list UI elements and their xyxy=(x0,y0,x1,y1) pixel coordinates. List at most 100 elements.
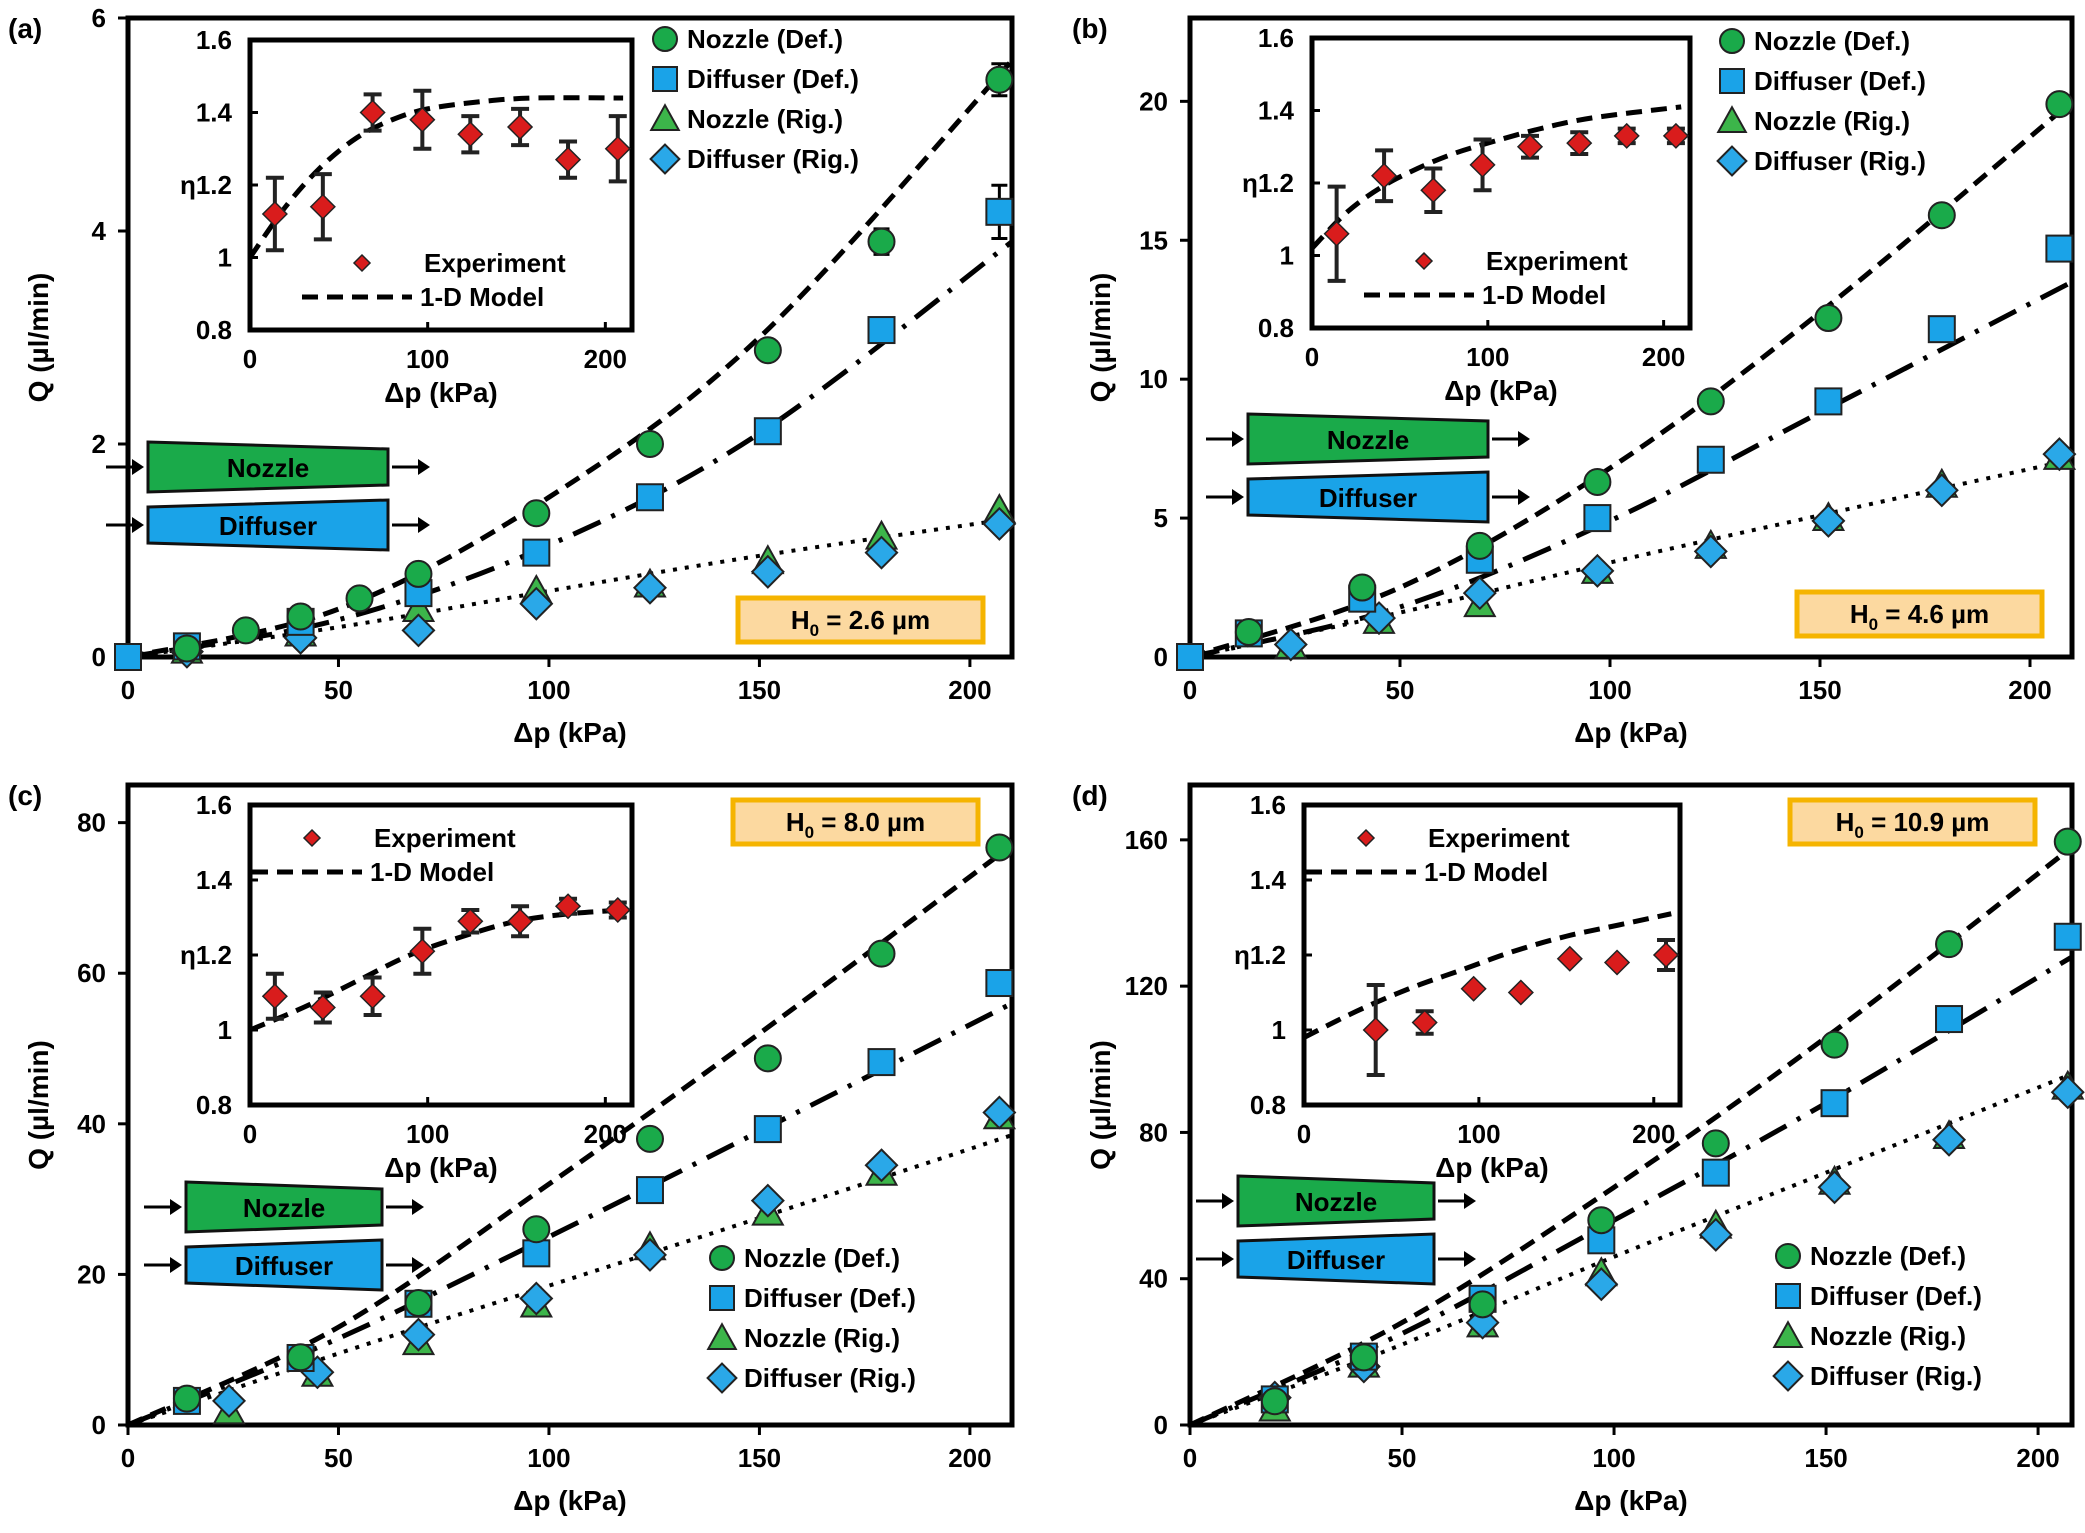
schematic-nozzle-shape xyxy=(1246,412,1490,466)
y-tick-label: 5 xyxy=(1154,503,1168,533)
flow-arrow-out-head xyxy=(1518,489,1530,505)
point-diffuser_def xyxy=(1935,1005,1964,1034)
inset-x-tick-label: 200 xyxy=(584,1119,627,1149)
legend: Nozzle (Def.) Diffuser (Def.) Nozzle (Rig.… xyxy=(1716,26,1926,177)
point-nozzle_def xyxy=(345,584,374,613)
inset-point-experiment xyxy=(1411,1009,1438,1036)
y-tick-label: 120 xyxy=(1125,971,1168,1001)
inset-x-axis-title: Δp (kPa) xyxy=(1435,1152,1548,1183)
inset-y-tick-label: 1.6 xyxy=(196,25,232,55)
inset-x-tick-label: 100 xyxy=(1466,342,1509,372)
schematic-diffuser-shape xyxy=(184,1238,384,1292)
inset-y-tick-label: 0.8 xyxy=(196,1090,232,1120)
h0-badge-box xyxy=(1787,797,2038,847)
point-diffuser_rig xyxy=(750,1183,785,1218)
inset-y-tick-label: 1.4 xyxy=(196,865,233,895)
schematic-diffuser: Diffuser xyxy=(106,498,430,552)
schematic-nozzle-shape xyxy=(184,1180,384,1234)
flow-arrow-out-head xyxy=(1464,1193,1476,1209)
legend-marker-nozzle_def xyxy=(652,26,678,52)
inset-point-experiment xyxy=(1323,220,1350,247)
legend-label-diffuser_rig: Diffuser (Rig.) xyxy=(744,1363,916,1393)
legend-marker-diffuser_def xyxy=(652,66,678,92)
inset-x-axis-title: Δp (kPa) xyxy=(384,1152,497,1183)
y-tick-label: 20 xyxy=(77,1259,106,1289)
x-tick-label: 0 xyxy=(121,1443,135,1473)
point-diffuser_def xyxy=(114,643,142,671)
legend-marker-nozzle_def xyxy=(1775,1243,1801,1269)
inset-point-experiment xyxy=(1420,177,1447,204)
point-diffuser_def xyxy=(522,538,551,567)
inset-legend-model: 1-D Model xyxy=(1424,857,1548,887)
h0-subscript: 0 xyxy=(805,823,814,842)
inset-point-experiment xyxy=(604,135,631,162)
inset: 0 100 200 0.8 1 η1.2 1.4 1.6 Δp (kPa) Experiment 1… xyxy=(1242,23,1693,406)
legend-label-nozzle_def: Nozzle (Def.) xyxy=(1810,1241,1966,1271)
legend-label-nozzle_rig: Nozzle (Rig.) xyxy=(1754,106,1910,136)
inset-y-tick-label: 0.8 xyxy=(196,315,232,345)
point-nozzle_def xyxy=(1587,1206,1616,1235)
legend-label-nozzle_def: Nozzle (Def.) xyxy=(744,1243,900,1273)
fit-line-nozzle_def xyxy=(1189,99,2074,660)
inset-x-tick-label: 200 xyxy=(1642,342,1685,372)
inset-point-experiment xyxy=(554,893,582,920)
point-diffuser_rig xyxy=(1698,1217,1733,1252)
point-diffuser_def xyxy=(1814,387,1843,416)
inset-point-experiment xyxy=(1613,122,1640,149)
legend-marker-diffuser_rig xyxy=(706,1362,738,1394)
x-tick-label: 0 xyxy=(121,675,135,705)
inset-point-experiment xyxy=(1556,945,1583,972)
inset-x-tick-label: 200 xyxy=(1632,1119,1675,1149)
legend-marker-diffuser_def xyxy=(1719,68,1745,94)
h0-subscript: 0 xyxy=(1854,823,1863,842)
fit-line-rig xyxy=(127,1133,1013,1427)
point-nozzle_def xyxy=(867,939,896,968)
h0-badge: H0 = 2.6 µm xyxy=(735,595,986,645)
inset-point-experiment xyxy=(309,193,336,220)
point-nozzle_def xyxy=(1927,201,1956,230)
x-tick-label: 50 xyxy=(1388,1443,1417,1473)
legend-label-diffuser_rig: Diffuser (Rig.) xyxy=(687,144,859,174)
point-diffuser_rig xyxy=(2050,1075,2085,1110)
point-nozzle_def xyxy=(231,616,260,645)
h0-value: = 2.6 µm xyxy=(819,605,930,635)
h0-badge-box xyxy=(730,797,981,847)
y-tick-label: 80 xyxy=(1139,1117,1168,1147)
x-tick-label: 100 xyxy=(1588,675,1631,705)
x-tick-label: 50 xyxy=(324,675,353,705)
legend-marker-diffuser_rig xyxy=(649,143,681,175)
point-diffuser_rig xyxy=(1811,503,1846,538)
point-nozzle_def xyxy=(172,1384,201,1413)
h0-badge: H0 = 4.6 µm xyxy=(1794,589,2045,639)
inset-model-line xyxy=(247,95,624,259)
inset-point-experiment xyxy=(261,200,288,228)
point-diffuser_rig xyxy=(750,554,785,589)
h0-symbol: H xyxy=(1836,807,1855,837)
point-diffuser_def xyxy=(1696,445,1725,474)
y-tick-label: 40 xyxy=(77,1109,106,1139)
legend-marker-nozzle_rig xyxy=(649,103,681,132)
x-tick-label: 150 xyxy=(1798,675,1841,705)
point-diffuser_def xyxy=(1176,643,1204,671)
y-tick-label: 15 xyxy=(1139,225,1168,255)
inset-point-experiment xyxy=(604,896,631,924)
y-axis-title: Q (µl/min) xyxy=(23,1040,54,1170)
point-nozzle_def xyxy=(1701,1129,1730,1158)
legend-label-nozzle_rig: Nozzle (Rig.) xyxy=(744,1323,900,1353)
point-diffuser_rig xyxy=(1693,534,1728,569)
inset-point-experiment xyxy=(507,908,534,935)
h0-badge: H0 = 8.0 µm xyxy=(730,797,981,847)
inset-point-experiment xyxy=(1652,941,1680,969)
y-tick-label: 0 xyxy=(1154,1410,1168,1440)
legend-label-nozzle_rig: Nozzle (Rig.) xyxy=(687,104,843,134)
legend-marker-nozzle_def xyxy=(709,1245,735,1271)
inset-y-tick-label: 1.6 xyxy=(196,790,232,820)
inset-x-tick-label: 0 xyxy=(1297,1119,1311,1149)
point-diffuser_def xyxy=(2045,234,2074,263)
x-tick-label: 0 xyxy=(1183,1443,1197,1473)
fit-line-nozzle_def xyxy=(1188,845,2074,1428)
legend-label-nozzle_def: Nozzle (Def.) xyxy=(1754,26,1910,56)
y-tick-label: 0 xyxy=(92,642,106,672)
panel-label: (b) xyxy=(1072,13,1108,44)
